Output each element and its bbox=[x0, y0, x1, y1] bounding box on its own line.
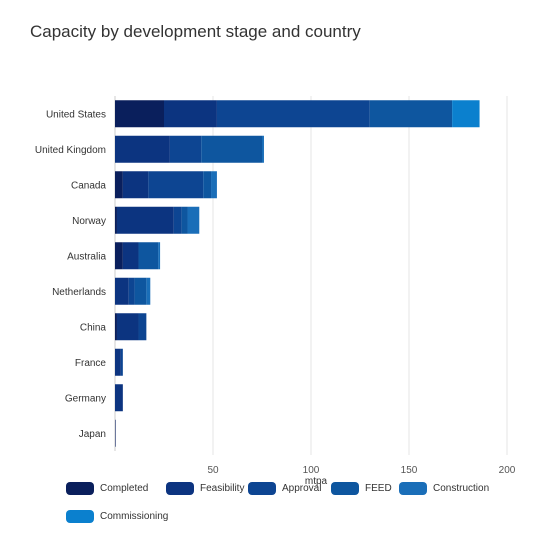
bar-segment bbox=[115, 348, 121, 376]
bar-segment bbox=[148, 171, 204, 199]
category-label: Japan bbox=[79, 429, 106, 440]
legend-swatch bbox=[66, 509, 94, 523]
bar-segment bbox=[115, 242, 123, 270]
legend-label: FEED bbox=[365, 482, 392, 494]
category-label: China bbox=[80, 322, 107, 333]
x-tick-label: 50 bbox=[207, 465, 219, 476]
legend-item[interactable]: Completed bbox=[66, 480, 148, 496]
legend-swatch bbox=[248, 481, 276, 495]
bar-segment bbox=[216, 100, 370, 128]
legend-swatch bbox=[166, 481, 194, 495]
category-label: United Kingdom bbox=[35, 145, 106, 156]
bar-segment bbox=[369, 100, 453, 128]
legend-item[interactable]: Approval bbox=[248, 480, 321, 496]
x-axis-label: mtpa bbox=[305, 476, 328, 487]
bar-segment bbox=[158, 242, 161, 270]
bar-segment bbox=[115, 384, 123, 412]
category-label: Norway bbox=[72, 216, 106, 227]
bar-segment bbox=[128, 277, 135, 305]
legend-item[interactable]: Construction bbox=[399, 480, 489, 496]
bar-segment bbox=[187, 206, 200, 234]
category-label: Netherlands bbox=[52, 287, 106, 298]
bar-segment bbox=[262, 135, 264, 163]
legend-label: Approval bbox=[282, 482, 322, 494]
bar-segment bbox=[201, 135, 262, 163]
bar-segment bbox=[452, 100, 480, 128]
bar-segment bbox=[138, 313, 147, 341]
bar-segment bbox=[134, 277, 147, 305]
legend-item[interactable]: Feasibility bbox=[166, 480, 244, 496]
legend-item[interactable]: Commissioning bbox=[66, 508, 168, 524]
bar-segment bbox=[181, 206, 188, 234]
bar-segment bbox=[115, 100, 164, 128]
bar-segment bbox=[116, 313, 139, 341]
bar-segment bbox=[138, 242, 159, 270]
bar-segment bbox=[169, 135, 202, 163]
bar-segment bbox=[115, 313, 117, 341]
category-label: United States bbox=[46, 109, 106, 120]
bar-segment bbox=[146, 277, 151, 305]
x-tick-label: 100 bbox=[303, 465, 320, 476]
x-tick-label: 150 bbox=[401, 465, 418, 476]
bar-segment bbox=[120, 348, 123, 376]
bar-segment bbox=[164, 100, 217, 128]
bar-segment bbox=[115, 419, 116, 447]
legend-label: Commissioning bbox=[100, 510, 169, 522]
bar-segment bbox=[115, 206, 117, 234]
bar-segment bbox=[122, 171, 149, 199]
bar-segment bbox=[115, 277, 129, 305]
legend-label: Construction bbox=[433, 482, 490, 494]
category-label: Australia bbox=[67, 251, 106, 262]
category-label: Canada bbox=[71, 180, 106, 191]
bar-segment bbox=[203, 171, 212, 199]
chart-title: Capacity by development stage and countr… bbox=[30, 22, 361, 41]
legend-item[interactable]: FEED bbox=[331, 480, 392, 496]
x-tick-label: 200 bbox=[499, 465, 516, 476]
bar-segment bbox=[115, 171, 123, 199]
category-label: France bbox=[75, 358, 107, 369]
bar-segment bbox=[211, 171, 217, 199]
legend-swatch bbox=[66, 481, 94, 495]
bar-segment bbox=[115, 135, 170, 163]
bar-segment bbox=[116, 206, 174, 234]
bar-segment bbox=[173, 206, 182, 234]
category-label: Germany bbox=[65, 393, 106, 404]
legend-label: Completed bbox=[100, 482, 149, 494]
bar-segment bbox=[122, 242, 139, 270]
legend-swatch bbox=[399, 481, 427, 495]
legend-swatch bbox=[331, 481, 359, 495]
legend-label: Feasibility bbox=[200, 482, 245, 494]
